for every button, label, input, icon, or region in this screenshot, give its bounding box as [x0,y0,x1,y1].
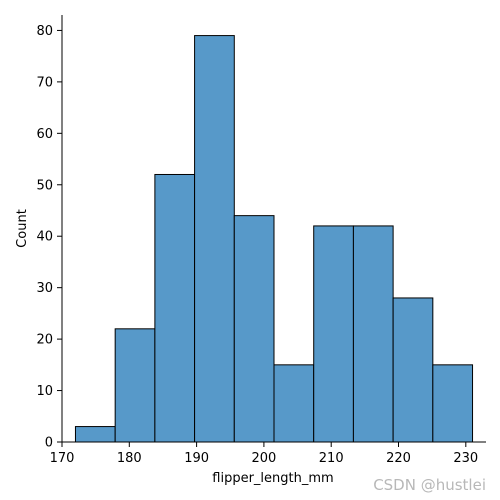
y-axis-label: Count [15,209,30,248]
histogram-bar-0 [74,426,116,443]
x-tick-label-170: 170 [50,451,75,466]
y-tick-label-40: 40 [36,230,53,245]
x-axis-ticks: 170 180 190 200 210 220 230 [50,442,478,466]
x-tick-label-220: 220 [386,451,411,466]
histogram-bar-7 [352,225,394,443]
x-tick-label-210: 210 [319,451,344,466]
y-tick-label-0: 0 [45,436,53,451]
histogram-bar-1 [114,328,156,443]
x-tick-label-180: 180 [117,451,142,466]
y-tick-label-30: 30 [36,281,53,296]
y-tick-label-60: 60 [36,127,53,142]
watermark-text: CSDN @hustlei [373,476,486,494]
y-tick-label-70: 70 [36,75,53,90]
x-tick-label-190: 190 [184,451,209,466]
x-tick-label-230: 230 [453,451,478,466]
y-tick-label-50: 50 [36,178,53,193]
x-axis-label: flipper_length_mm [212,471,333,486]
histogram-bars [74,35,474,443]
x-tick-label-200: 200 [251,451,276,466]
histogram-bar-6 [313,225,354,443]
histogram-bar-2 [154,173,196,443]
histogram-bar-3 [194,35,235,443]
histogram-bar-8 [392,297,434,443]
histogram-bar-4 [233,215,275,443]
histogram-bar-5 [273,364,315,443]
y-tick-label-20: 20 [36,333,53,348]
y-axis-ticks: 0 10 20 30 40 50 60 70 80 [36,24,62,451]
y-tick-label-80: 80 [36,24,53,39]
y-tick-label-10: 10 [36,384,53,399]
histogram-bar-9 [432,364,474,443]
